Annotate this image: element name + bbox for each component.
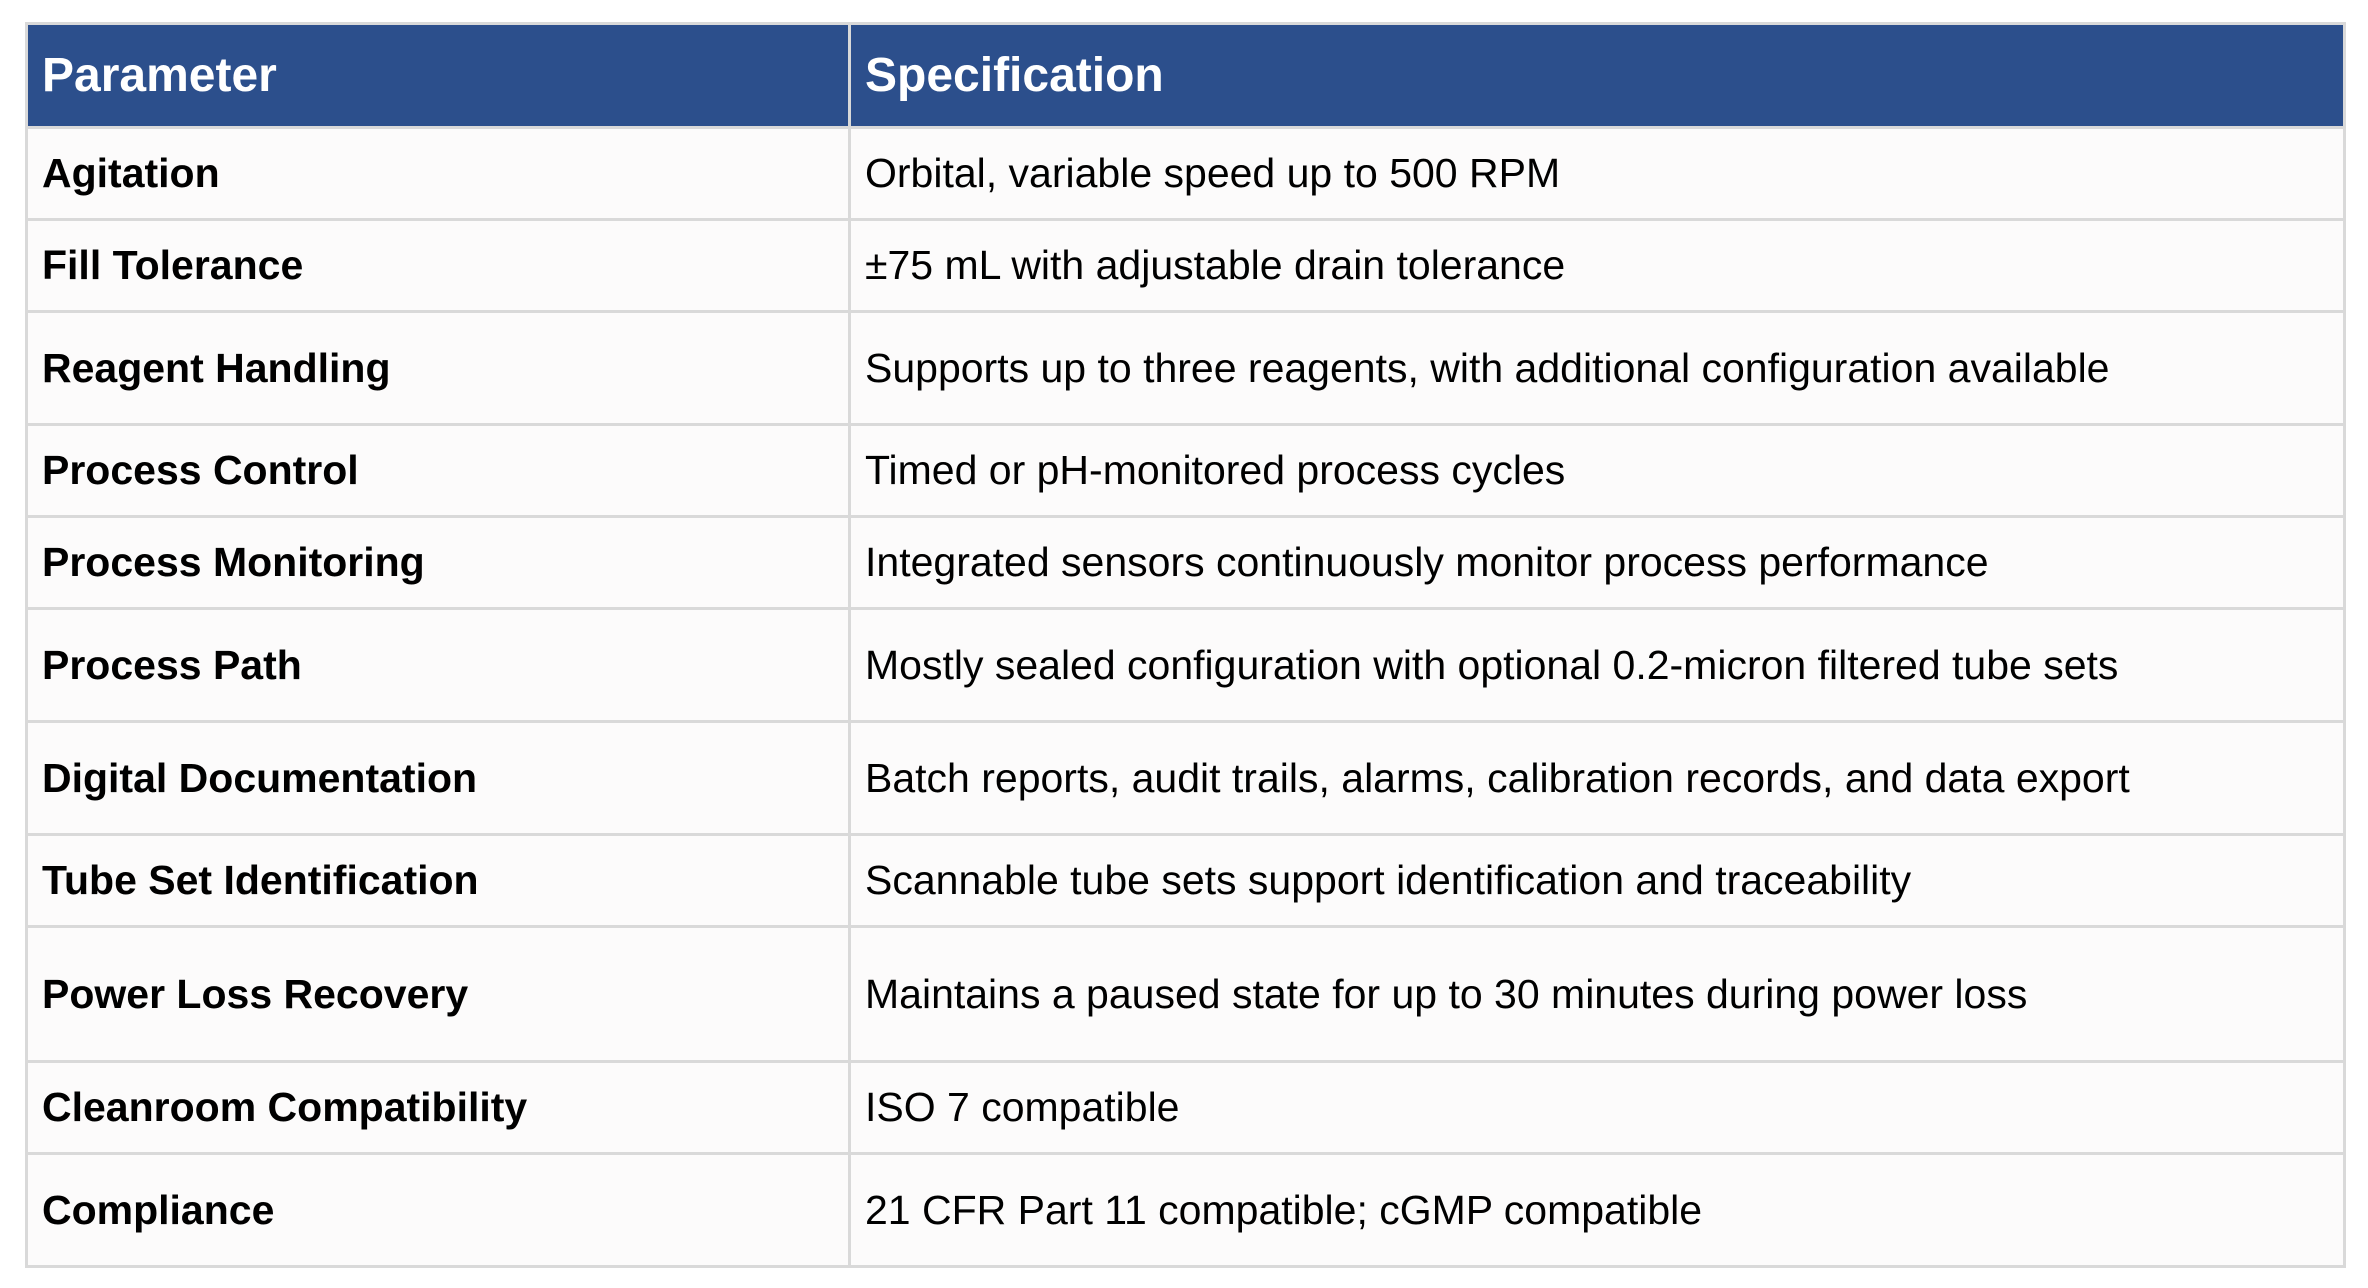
specification-cell: ±75 mL with adjustable drain tolerance bbox=[848, 218, 2346, 314]
specification-cell: Integrated sensors continuously monitor … bbox=[848, 515, 2346, 611]
table-row: Process Control Timed or pH-monitored pr… bbox=[25, 423, 2346, 519]
table-row: Fill Tolerance ±75 mL with adjustable dr… bbox=[25, 218, 2346, 314]
specification-table: Parameter Specification Agitation Orbita… bbox=[25, 22, 2346, 1268]
table-row: Process Path Mostly sealed configuration… bbox=[25, 607, 2346, 724]
table-row: Compliance 21 CFR Part 11 compatible; cG… bbox=[25, 1152, 2346, 1268]
specification-cell: ISO 7 compatible bbox=[848, 1059, 2346, 1156]
specification-cell: Scannable tube sets support identificati… bbox=[848, 833, 2346, 929]
table-body: Agitation Orbital, variable speed up to … bbox=[25, 125, 2346, 1268]
table-row: Agitation Orbital, variable speed up to … bbox=[25, 125, 2346, 222]
parameter-cell: Digital Documentation bbox=[25, 720, 851, 837]
table-row: Cleanroom Compatibility ISO 7 compatible bbox=[25, 1059, 2346, 1156]
table-row: Digital Documentation Batch reports, aud… bbox=[25, 720, 2346, 837]
specification-cell: Maintains a paused state for up to 30 mi… bbox=[848, 925, 2346, 1063]
parameter-cell: Compliance bbox=[25, 1152, 851, 1268]
specification-cell: 21 CFR Part 11 compatible; cGMP compatib… bbox=[848, 1152, 2346, 1268]
table-row: Reagent Handling Supports up to three re… bbox=[25, 310, 2346, 427]
specification-cell: Timed or pH-monitored process cycles bbox=[848, 423, 2346, 519]
parameter-cell: Tube Set Identification bbox=[25, 833, 851, 929]
parameter-cell: Agitation bbox=[25, 125, 851, 222]
parameter-cell: Power Loss Recovery bbox=[25, 925, 851, 1063]
specification-cell: Supports up to three reagents, with addi… bbox=[848, 310, 2346, 427]
specification-cell: Mostly sealed configuration with optiona… bbox=[848, 607, 2346, 724]
table-row: Tube Set Identification Scannable tube s… bbox=[25, 833, 2346, 929]
parameter-cell: Fill Tolerance bbox=[25, 218, 851, 314]
table-header: Parameter Specification bbox=[25, 22, 2346, 129]
table-row: Power Loss Recovery Maintains a paused s… bbox=[25, 925, 2346, 1063]
specification-cell: Batch reports, audit trails, alarms, cal… bbox=[848, 720, 2346, 837]
table-row: Process Monitoring Integrated sensors co… bbox=[25, 515, 2346, 611]
column-header-specification: Specification bbox=[848, 22, 2346, 129]
parameter-cell: Reagent Handling bbox=[25, 310, 851, 427]
parameter-cell: Process Control bbox=[25, 423, 851, 519]
column-header-parameter: Parameter bbox=[25, 22, 851, 129]
header-row: Parameter Specification bbox=[25, 22, 2346, 129]
parameter-cell: Process Path bbox=[25, 607, 851, 724]
parameter-cell: Cleanroom Compatibility bbox=[25, 1059, 851, 1156]
parameter-cell: Process Monitoring bbox=[25, 515, 851, 611]
specification-cell: Orbital, variable speed up to 500 RPM bbox=[848, 125, 2346, 222]
